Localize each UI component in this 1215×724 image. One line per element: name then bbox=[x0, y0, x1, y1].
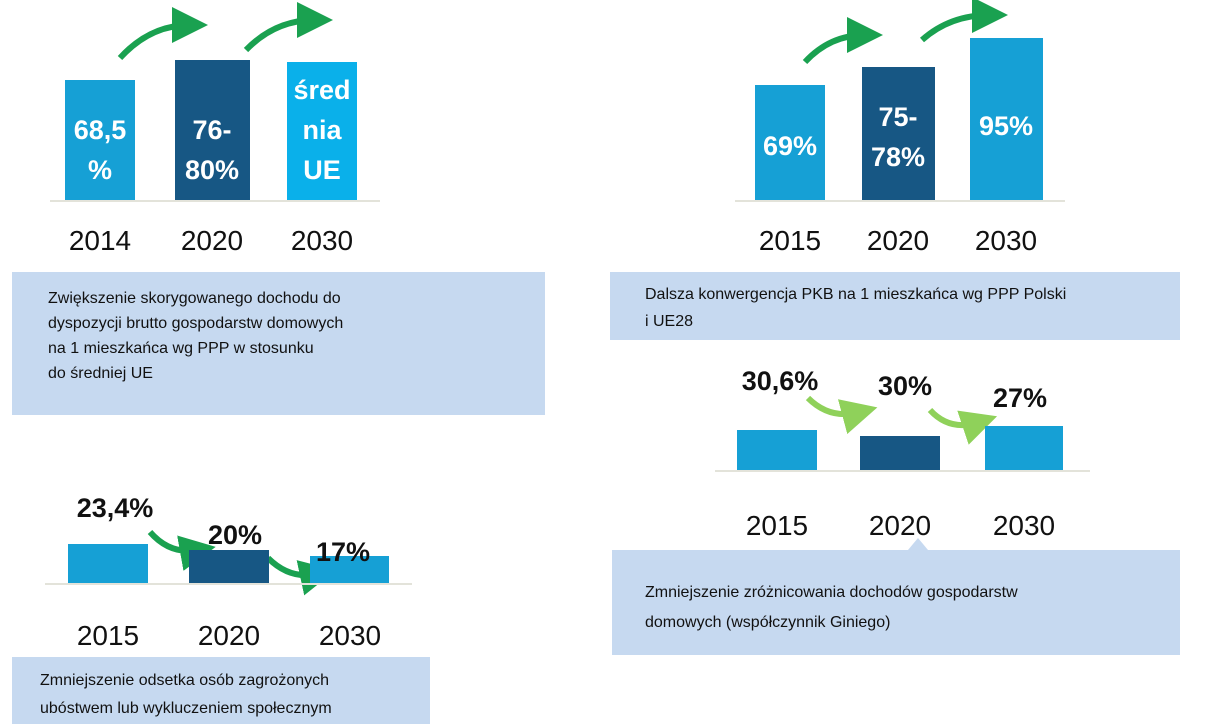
green-arrows bbox=[117, 0, 1008, 596]
caption-line: do średniej UE bbox=[48, 365, 153, 382]
bar bbox=[175, 60, 250, 200]
caption-line: Zmniejszenie odsetka osób zagrożonych bbox=[40, 672, 330, 689]
caption-line: na 1 mieszkańca wg PPP w stosunku bbox=[48, 340, 314, 357]
bar bbox=[310, 556, 389, 583]
baseline bbox=[735, 200, 1065, 202]
bar bbox=[860, 436, 940, 470]
bar-label: 80% bbox=[184, 155, 240, 185]
caption-box bbox=[612, 550, 1180, 655]
year-label: 2030 bbox=[992, 510, 1056, 541]
year-label: 2015 bbox=[758, 225, 822, 256]
bar-label: 95% bbox=[978, 111, 1034, 141]
year-label: 2030 bbox=[974, 225, 1038, 256]
year-label: 2020 bbox=[197, 620, 261, 651]
caption-line: domowych (współczynnik Giniego) bbox=[645, 614, 891, 631]
caption-line: Zwiększenie skorygowanego dochodu do bbox=[48, 290, 341, 307]
bar-label: 78% bbox=[870, 142, 926, 172]
bar bbox=[862, 67, 935, 200]
bar bbox=[68, 544, 148, 583]
bar-label: śred bbox=[293, 75, 351, 105]
bar-label: 69% bbox=[762, 131, 818, 161]
bar bbox=[287, 62, 357, 200]
year-label: 2015 bbox=[76, 620, 140, 651]
year-label: 2015 bbox=[745, 510, 809, 541]
caption-line: i UE28 bbox=[645, 313, 694, 329]
bar-label: 23,4% bbox=[76, 493, 154, 523]
bar-label: 20% bbox=[207, 520, 263, 550]
caption-box bbox=[12, 272, 545, 415]
caption-line: ubóstwem lub wykluczeniem społecznym bbox=[40, 700, 332, 717]
bar bbox=[189, 550, 269, 583]
bar-label: 30,6% bbox=[741, 366, 819, 396]
year-label: 2014 bbox=[68, 225, 132, 256]
year-label: 2030 bbox=[318, 620, 382, 651]
bar-label: 76- bbox=[192, 115, 232, 145]
bar bbox=[755, 85, 825, 200]
year-label: 2020 bbox=[868, 510, 932, 541]
light-arrows bbox=[805, 395, 998, 445]
bar-label: 27% bbox=[992, 383, 1048, 413]
baseline bbox=[50, 200, 380, 202]
pointer bbox=[908, 538, 928, 550]
year-label: 2020 bbox=[180, 225, 244, 256]
caption-box bbox=[610, 272, 1180, 340]
bar-label: 75- bbox=[878, 102, 918, 132]
caption-line: Zmniejszenie zróżnicowania dochodów gosp… bbox=[645, 584, 1018, 601]
bar-label: 30% bbox=[877, 371, 933, 401]
bar-label: % bbox=[87, 155, 112, 185]
caption-line: dyspozycji brutto gospodarstw domowych bbox=[48, 315, 344, 332]
bar bbox=[970, 38, 1043, 200]
year-label: 2020 bbox=[866, 225, 930, 256]
bar bbox=[65, 80, 135, 200]
year-label: 2030 bbox=[290, 225, 354, 256]
baseline bbox=[715, 470, 1090, 472]
bar-label: nia bbox=[302, 115, 342, 145]
bar bbox=[737, 430, 817, 470]
caption-box bbox=[12, 657, 430, 724]
bar-label: 68,5 bbox=[73, 115, 127, 145]
bar-label: 17% bbox=[315, 537, 371, 567]
bar-label: UE bbox=[303, 155, 341, 185]
caption-line: Dalsza konwergencja PKB na 1 mieszkańca … bbox=[645, 286, 1067, 303]
baseline bbox=[45, 583, 412, 585]
bar bbox=[985, 426, 1063, 470]
